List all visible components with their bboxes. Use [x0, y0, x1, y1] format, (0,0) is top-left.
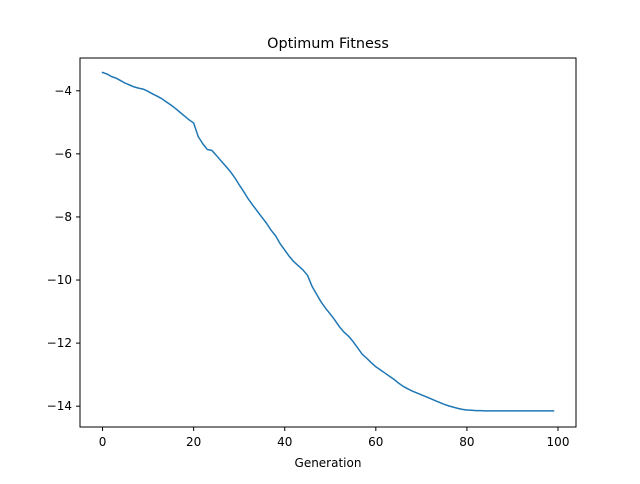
- axes-frame: [79, 57, 577, 428]
- plot-area: [80, 58, 576, 427]
- x-tick-label: 100: [547, 435, 570, 449]
- x-tick-label: 60: [368, 435, 383, 449]
- x-tick-label: 20: [186, 435, 201, 449]
- y-tick-label: −14: [47, 399, 72, 413]
- y-tick-label: −12: [47, 336, 72, 350]
- y-tick-label: −6: [54, 147, 72, 161]
- x-tick-label: 0: [99, 435, 107, 449]
- series-line: [101, 71, 555, 412]
- x-axis: 0 20 40 60 80 100: [99, 427, 570, 449]
- x-tick-label: 40: [277, 435, 292, 449]
- chart-title: Optimum Fitness: [267, 36, 389, 52]
- series-layer: [101, 71, 555, 412]
- y-tick-label: −10: [47, 273, 72, 287]
- y-axis: −4 −6 −8 −10 −12 −14: [47, 84, 80, 413]
- x-tick-label: 80: [459, 435, 474, 449]
- x-axis-label: Generation: [295, 456, 362, 470]
- y-tick-label: −8: [54, 210, 72, 224]
- y-tick-label: −4: [54, 84, 72, 98]
